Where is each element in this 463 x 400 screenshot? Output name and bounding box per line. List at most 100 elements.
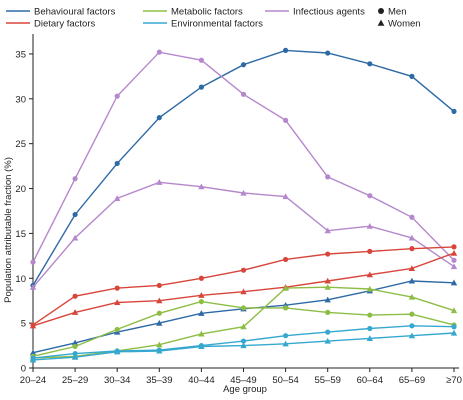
data-point-triangle <box>114 299 121 306</box>
data-point-triangle <box>71 354 79 360</box>
series-dietary-factors-women <box>29 249 458 329</box>
data-point-circle <box>367 61 373 67</box>
legend-label: Environmental factors <box>171 19 263 30</box>
x-tick-label: 60–64 <box>357 375 383 386</box>
legend-marker-triangle <box>377 19 385 26</box>
x-tick-label: 30–34 <box>104 375 130 386</box>
data-point-circle <box>283 117 289 123</box>
data-point-circle <box>72 343 78 350</box>
legend-item-women: Women <box>377 19 421 30</box>
data-point-circle <box>409 214 415 220</box>
x-tick-label: 25–29 <box>62 375 88 386</box>
series-infectious-agents-men <box>30 49 457 265</box>
data-point-triangle <box>366 335 373 341</box>
y-tick-label: 0 <box>21 364 26 375</box>
data-point-circle <box>283 333 289 339</box>
data-point-triangle <box>366 271 373 278</box>
y-tick-label: 15 <box>15 229 26 240</box>
data-point-triangle <box>450 249 458 256</box>
data-point-triangle <box>240 323 247 330</box>
y-tick-label: 20 <box>15 184 26 195</box>
data-point-triangle <box>198 343 205 350</box>
data-point-triangle <box>450 263 458 270</box>
data-point-triangle <box>156 341 163 348</box>
data-point-circle <box>367 248 373 254</box>
data-point-circle <box>198 84 204 90</box>
data-point-triangle <box>156 179 163 185</box>
data-point-circle <box>451 244 457 250</box>
data-point-triangle <box>114 195 121 201</box>
legend-label: Infectious agents <box>293 7 365 18</box>
data-point-triangle <box>240 189 247 196</box>
data-point-circle <box>114 326 120 333</box>
data-point-circle <box>30 259 36 265</box>
data-point-triangle <box>408 293 416 300</box>
x-tick-label: 20–24 <box>20 375 46 386</box>
data-point-triangle <box>156 347 163 354</box>
data-point-triangle <box>156 319 163 326</box>
series-behavioural-factors-men <box>30 47 457 289</box>
x-axis-label: Age group <box>223 384 267 395</box>
y-tick-label: 5 <box>21 319 26 330</box>
y-axis-label: Population attributable fraction (%) <box>3 157 14 303</box>
data-point-triangle <box>71 234 79 241</box>
y-tick-label: 30 <box>15 94 26 105</box>
data-point-triangle <box>71 339 79 346</box>
data-point-circle <box>325 50 331 56</box>
axes: 0 5 10 15 20 25 30 35 20–24 25–29 30–34 35–39 40–44 4… <box>15 34 462 386</box>
data-point-triangle <box>198 183 205 190</box>
data-point-circle <box>156 310 162 316</box>
data-point-triangle <box>71 309 79 315</box>
data-point-circle <box>325 251 331 257</box>
data-point-triangle <box>450 307 458 314</box>
series-metabolic-factors-women <box>29 284 458 361</box>
data-point-circle <box>409 246 415 252</box>
data-point-circle <box>156 282 162 289</box>
data-point-circle <box>240 338 247 344</box>
legend-item-dietary-factors: Dietary factors <box>6 19 95 30</box>
legend-item-behavioural-factors: Behavioural factors <box>6 7 116 18</box>
y-tick-label: 25 <box>15 139 26 150</box>
data-point-circle <box>72 293 78 299</box>
series-metabolic-factors-men <box>30 299 457 359</box>
data-point-circle <box>156 49 162 55</box>
legend-label: Men <box>388 7 406 18</box>
legend-label: Metabolic factors <box>171 7 243 18</box>
series-line <box>32 51 455 263</box>
series-group <box>29 47 458 363</box>
data-point-circle <box>114 285 120 291</box>
legend-label: Dietary factors <box>34 19 95 30</box>
data-point-circle <box>283 256 289 263</box>
x-tick-label: 45–49 <box>230 375 256 386</box>
data-point-circle <box>367 193 373 199</box>
data-point-triangle <box>408 277 416 284</box>
data-point-triangle <box>450 329 458 336</box>
data-point-triangle <box>408 234 416 241</box>
x-tick-label: 35–39 <box>146 375 172 386</box>
data-point-triangle <box>282 193 289 200</box>
data-point-triangle <box>282 284 289 291</box>
data-point-circle <box>451 108 457 114</box>
data-point-triangle <box>408 332 416 339</box>
data-point-circle <box>325 329 331 335</box>
data-point-triangle <box>29 356 37 363</box>
data-point-circle <box>283 305 289 311</box>
data-point-triangle <box>324 284 331 290</box>
data-point-circle <box>72 211 78 218</box>
data-point-circle <box>367 312 373 318</box>
data-point-circle <box>325 309 331 315</box>
legend-label: Women <box>388 19 421 30</box>
x-tick-label: 55–59 <box>314 375 340 386</box>
legend-item-infectious-agents: Infectious agents <box>265 7 365 18</box>
data-point-circle <box>451 324 457 330</box>
legend-marker-circle <box>378 8 384 14</box>
data-point-triangle <box>240 342 247 349</box>
legend-item-metabolic-factors: Metabolic factors <box>143 7 243 18</box>
legend: Behavioural factors Metabolic factors Infe… <box>6 7 421 30</box>
x-tick-label: 40–44 <box>188 375 214 386</box>
y-tick-label: 35 <box>15 49 26 60</box>
data-point-triangle <box>29 322 37 329</box>
data-point-triangle <box>324 337 331 344</box>
data-point-circle <box>325 174 331 180</box>
